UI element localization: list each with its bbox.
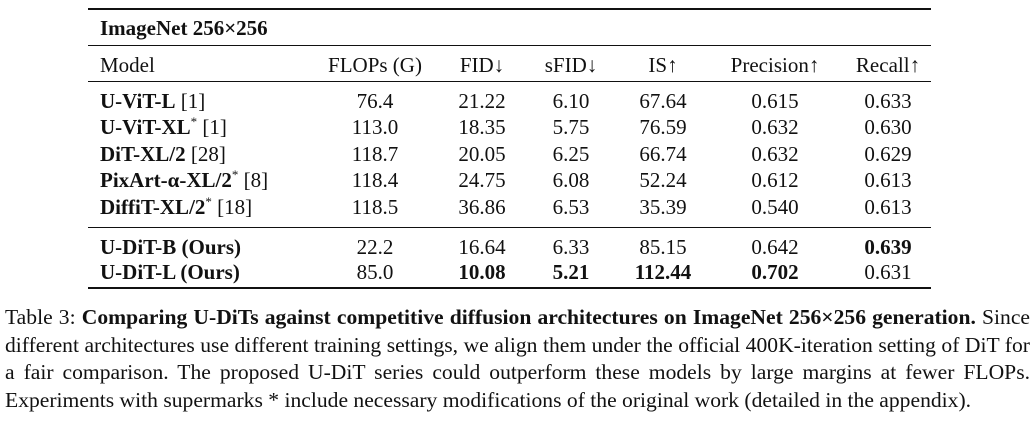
column-header: FID↓ xyxy=(459,53,505,77)
column-header: IS↑ xyxy=(648,53,678,77)
table-cell: 112.44 xyxy=(634,260,692,284)
caption-text: Since different architectures use differ… xyxy=(5,305,1031,412)
model-label: U-DiT-B (Ours) xyxy=(100,235,241,259)
column-header: Recall↑ xyxy=(855,53,921,77)
model-name: DiffiT-XL/2* [18] xyxy=(100,194,252,220)
table-cell: 36.86 xyxy=(458,195,506,219)
table-cell: 6.25 xyxy=(552,142,590,166)
model-label: U-ViT-XL xyxy=(100,115,191,139)
model-name: U-DiT-B (Ours) xyxy=(100,234,241,260)
table-caption: Table 3: Comparing U-DiTs against compet… xyxy=(5,304,1030,414)
model-supermark: * xyxy=(190,114,198,129)
table-cell: 113.0 xyxy=(351,115,399,139)
table-cell: 0.613 xyxy=(864,195,912,219)
table-cell: 0.613 xyxy=(864,168,912,192)
table-cell: 0.632 xyxy=(751,142,799,166)
citation: [28] xyxy=(190,142,226,166)
table-cell: 0.639 xyxy=(864,235,912,259)
column-header: FLOPs (G) xyxy=(328,53,422,77)
column-header: Model xyxy=(100,53,155,77)
table-cell: 0.702 xyxy=(751,260,799,284)
table-cell: 0.629 xyxy=(864,142,912,166)
table-cell: 118.7 xyxy=(351,142,399,166)
table-cell: 6.10 xyxy=(552,89,590,113)
table-cell: 76.59 xyxy=(639,115,687,139)
table-cell: 22.2 xyxy=(356,235,394,259)
model-supermark: * xyxy=(231,167,239,182)
table-cell: 0.632 xyxy=(751,115,799,139)
table-cell: 0.631 xyxy=(864,260,912,284)
table-title: ImageNet 256×256 xyxy=(100,16,268,40)
citation: [18] xyxy=(217,195,253,219)
table-cell: 21.22 xyxy=(458,89,506,113)
model-label: U-DiT-L (Ours) xyxy=(100,260,240,284)
table-cell: 118.5 xyxy=(351,195,399,219)
table-cell: 85.0 xyxy=(356,260,394,284)
table-cell: 18.35 xyxy=(458,115,506,139)
table-cell: 6.33 xyxy=(552,235,590,259)
column-header: sFID↓ xyxy=(544,53,598,77)
table-cell: 6.08 xyxy=(552,168,590,192)
model-label: DiffiT-XL/2 xyxy=(100,195,206,219)
model-label: DiT-XL/2 xyxy=(100,142,186,166)
model-supermark: * xyxy=(205,194,212,209)
model-label: U-ViT-L xyxy=(100,89,176,113)
model-name: DiT-XL/2 [28] xyxy=(100,141,226,167)
table-cell: 66.74 xyxy=(639,142,687,166)
title-rule xyxy=(88,45,931,46)
table-cell: 5.75 xyxy=(552,115,590,139)
table-cell: 0.615 xyxy=(751,89,799,113)
table-cell: 0.630 xyxy=(864,115,912,139)
model-label: PixArt-α-XL/2 xyxy=(100,168,232,192)
column-header: Precision↑ xyxy=(730,53,820,77)
caption-bold: Comparing U-DiTs against competitive dif… xyxy=(81,305,976,329)
table-cell: 0.633 xyxy=(864,89,912,113)
table-cell: 0.612 xyxy=(751,168,799,192)
model-name: PixArt-α-XL/2* [8] xyxy=(100,167,268,193)
model-name: U-ViT-XL* [1] xyxy=(100,114,227,140)
table-cell: 24.75 xyxy=(458,168,506,192)
table-cell: 20.05 xyxy=(458,142,506,166)
group-rule xyxy=(88,227,931,228)
table-cell: 67.64 xyxy=(639,89,687,113)
model-name: U-ViT-L [1] xyxy=(100,88,205,114)
table-cell: 76.4 xyxy=(356,89,394,113)
bottom-rule xyxy=(88,287,931,289)
table-cell: 0.642 xyxy=(751,235,799,259)
table-cell: 85.15 xyxy=(639,235,687,259)
table-cell: 52.24 xyxy=(639,168,687,192)
table-cell: 5.21 xyxy=(552,260,590,284)
table-cell: 118.4 xyxy=(351,168,399,192)
citation: [8] xyxy=(243,168,269,192)
table-cell: 10.08 xyxy=(458,260,506,284)
header-rule xyxy=(88,81,931,82)
top-rule xyxy=(88,8,931,10)
caption-label: Table 3: xyxy=(5,305,76,329)
table-cell: 35.39 xyxy=(639,195,687,219)
citation: [1] xyxy=(202,115,227,139)
model-name: U-DiT-L (Ours) xyxy=(100,259,240,285)
table-cell: 16.64 xyxy=(458,235,506,259)
table-cell: 0.540 xyxy=(751,195,799,219)
table-cell: 6.53 xyxy=(552,195,590,219)
citation: [1] xyxy=(180,89,206,113)
